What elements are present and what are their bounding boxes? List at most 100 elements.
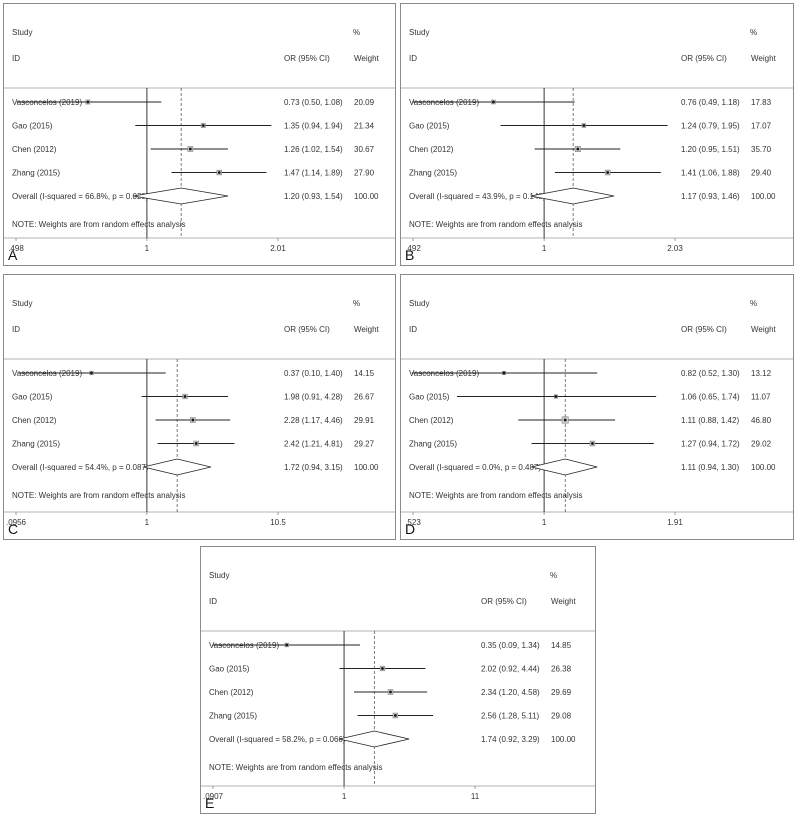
study-weight: 29.69 bbox=[551, 688, 572, 697]
overall-or-ci: 1.11 (0.94, 1.30) bbox=[681, 463, 739, 472]
panel-label: D bbox=[405, 521, 415, 537]
study-or-ci: 1.20 (0.95, 1.51) bbox=[681, 145, 740, 154]
overall-label: Overall (I-squared = 66.8%, p = 0.029) bbox=[12, 192, 149, 201]
study-point-estimate bbox=[591, 442, 594, 445]
header-study: Study bbox=[209, 571, 229, 580]
x-tick-label: .523 bbox=[405, 518, 421, 527]
panel-label: E bbox=[205, 795, 214, 811]
random-effects-note: NOTE: Weights are from random effects an… bbox=[409, 491, 583, 500]
study-name: Zhang (2015) bbox=[409, 169, 457, 178]
study-weight: 46.80 bbox=[751, 416, 772, 425]
study-or-ci: 0.35 (0.09, 1.34) bbox=[481, 641, 540, 650]
forest-plot-svg: Study ID OR (95% CI)% Weight Vasconcelos (20… bbox=[201, 571, 595, 811]
study-name: Vasconcelos (2019) bbox=[12, 98, 82, 107]
header-or-ci: OR (95% CI) bbox=[681, 54, 727, 63]
x-tick-label: 2.03 bbox=[667, 244, 683, 253]
study-or-ci: 0.37 (0.10, 1.40) bbox=[284, 369, 343, 378]
x-tick-label: .0907 bbox=[203, 792, 224, 801]
overall-diamond bbox=[530, 187, 615, 205]
random-effects-note: NOTE: Weights are from random effects an… bbox=[409, 220, 583, 229]
overall-label: Overall (I-squared = 54.4%, p = 0.087) bbox=[12, 463, 149, 472]
study-name: Gao (2015) bbox=[12, 393, 53, 402]
overall-diamond bbox=[143, 458, 211, 476]
study-name: Vasconcelos (2019) bbox=[209, 641, 279, 650]
study-point-estimate bbox=[201, 124, 205, 127]
overall-or-ci: 1.74 (0.92, 3.29) bbox=[481, 735, 540, 744]
study-name: Gao (2015) bbox=[409, 393, 450, 402]
header-weight: Weight bbox=[751, 325, 777, 334]
header-id: ID bbox=[409, 54, 417, 63]
header-id: ID bbox=[409, 325, 417, 334]
panel-label: B bbox=[405, 247, 414, 263]
study-weight: 17.07 bbox=[751, 122, 772, 131]
overall-label: Overall (I-squared = 0.0%, p = 0.487) bbox=[409, 463, 541, 472]
x-tick-label: .498 bbox=[8, 244, 24, 253]
study-weight: 21.34 bbox=[354, 122, 375, 131]
forest-panel-a: Study ID OR (95% CI)% Weight Vasconcelos (20… bbox=[3, 3, 396, 266]
study-weight: 29.40 bbox=[751, 169, 772, 178]
random-effects-note: NOTE: Weights are from random effects an… bbox=[209, 763, 383, 772]
x-tick-label: 1 bbox=[145, 244, 150, 253]
study-point-estimate bbox=[381, 667, 384, 670]
study-point-estimate bbox=[86, 100, 90, 104]
study-or-ci: 2.28 (1.17, 4.46) bbox=[284, 416, 343, 425]
study-weight: 30.67 bbox=[354, 145, 375, 154]
study-weight: 27.90 bbox=[354, 169, 375, 178]
panel-label: A bbox=[8, 247, 18, 263]
overall-weight: 100.00 bbox=[354, 463, 379, 472]
study-name: Gao (2015) bbox=[209, 665, 250, 674]
study-point-estimate bbox=[191, 418, 195, 422]
header-id: ID bbox=[12, 54, 20, 63]
study-point-estimate bbox=[90, 371, 93, 375]
study-or-ci: 2.34 (1.20, 4.58) bbox=[481, 688, 540, 697]
study-or-ci: 1.41 (1.06, 1.88) bbox=[681, 169, 740, 178]
study-name: Chen (2012) bbox=[12, 416, 57, 425]
overall-weight: 100.00 bbox=[751, 463, 776, 472]
study-point-estimate bbox=[502, 371, 506, 375]
study-weight: 29.02 bbox=[751, 440, 772, 449]
study-weight: 11.07 bbox=[751, 393, 771, 402]
header-study: Study bbox=[12, 299, 32, 308]
overall-diamond bbox=[531, 458, 598, 476]
overall-or-ci: 1.17 (0.93, 1.46) bbox=[681, 192, 740, 201]
study-or-ci: 1.06 (0.65, 1.74) bbox=[681, 393, 740, 402]
x-tick-label: .492 bbox=[405, 244, 421, 253]
forest-plot-svg: Study ID OR (95% CI)% Weight Vasconcelos (20… bbox=[4, 28, 395, 263]
random-effects-note: NOTE: Weights are from random effects an… bbox=[12, 220, 186, 229]
study-weight: 26.38 bbox=[551, 665, 572, 674]
study-point-estimate bbox=[183, 395, 187, 398]
x-tick-label: 10.5 bbox=[270, 518, 286, 527]
header-percent: % bbox=[750, 28, 757, 37]
study-name: Vasconcelos (2019) bbox=[409, 369, 479, 378]
overall-weight: 100.00 bbox=[751, 192, 776, 201]
study-name: Vasconcelos (2019) bbox=[12, 369, 82, 378]
header-id: ID bbox=[209, 597, 217, 606]
study-or-ci: 2.42 (1.21, 4.81) bbox=[284, 440, 343, 449]
study-name: Gao (2015) bbox=[12, 122, 53, 131]
study-weight: 13.12 bbox=[751, 369, 772, 378]
study-weight: 14.85 bbox=[551, 641, 572, 650]
x-tick-label: .0956 bbox=[6, 518, 27, 527]
x-tick-label: 1.91 bbox=[667, 518, 683, 527]
study-name: Vasconcelos (2019) bbox=[409, 98, 479, 107]
study-weight: 26.67 bbox=[354, 393, 375, 402]
study-point-estimate bbox=[491, 100, 495, 104]
study-weight: 29.91 bbox=[354, 416, 375, 425]
overall-weight: 100.00 bbox=[354, 192, 379, 201]
x-tick-label: 1 bbox=[145, 518, 150, 527]
study-point-estimate bbox=[389, 690, 392, 694]
study-weight: 14.15 bbox=[354, 369, 375, 378]
study-point-estimate bbox=[563, 418, 567, 422]
x-tick-label: 1 bbox=[342, 792, 347, 801]
forest-panel-b: Study ID OR (95% CI)% Weight Vasconcelos (20… bbox=[400, 3, 794, 266]
study-weight: 17.83 bbox=[751, 98, 772, 107]
header-percent: % bbox=[750, 299, 757, 308]
study-weight: 35.70 bbox=[751, 145, 772, 154]
study-or-ci: 2.02 (0.92, 4.44) bbox=[481, 665, 540, 674]
study-name: Chen (2012) bbox=[409, 416, 454, 425]
study-point-estimate bbox=[194, 442, 198, 445]
header-study: Study bbox=[409, 299, 429, 308]
x-tick-label: 11 bbox=[471, 792, 480, 801]
study-or-ci: 1.27 (0.94, 1.72) bbox=[681, 440, 740, 449]
x-tick-label: 1 bbox=[542, 244, 547, 253]
